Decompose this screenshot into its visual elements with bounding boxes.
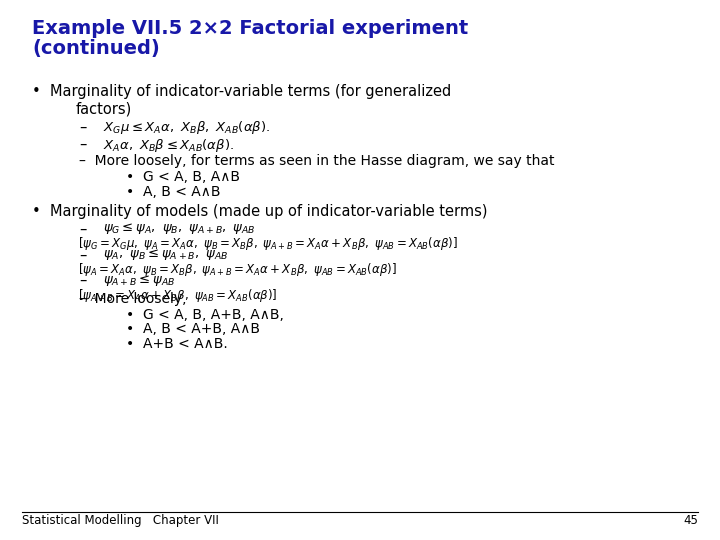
Text: Statistical Modelling   Chapter VII: Statistical Modelling Chapter VII — [22, 514, 218, 527]
Text: $\psi_A,\ \psi_B \leq \psi_{A+B},\ \psi_{AB}$: $\psi_A,\ \psi_B \leq \psi_{A+B},\ \psi_… — [103, 247, 228, 262]
Text: $X_G\mu \leq X_A\alpha,\ X_B\beta,\ X_{AB}(\alpha\beta).$: $X_G\mu \leq X_A\alpha,\ X_B\beta,\ X_{A… — [103, 119, 270, 136]
Text: •  A+B < A∧B.: • A+B < A∧B. — [126, 337, 228, 351]
Text: •  G < A, B, A∧B: • G < A, B, A∧B — [126, 170, 240, 184]
Text: –: – — [79, 137, 86, 152]
Text: –: – — [79, 221, 86, 237]
Text: •  G < A, B, A+B, A∧B,: • G < A, B, A+B, A∧B, — [126, 308, 284, 322]
Text: $[\psi_A = X_A\alpha,\ \psi_B = X_B\beta,\ \psi_{A+B} = X_A\alpha + X_B\beta,\ \: $[\psi_A = X_A\alpha,\ \psi_B = X_B\beta… — [78, 261, 397, 278]
Text: –: – — [79, 119, 86, 134]
Text: (continued): (continued) — [32, 39, 160, 58]
Text: $\psi_G \leq \psi_A,\ \psi_B,\ \psi_{A+B},\ \psi_{AB}$: $\psi_G \leq \psi_A,\ \psi_B,\ \psi_{A+B… — [103, 221, 256, 237]
Text: –  More loosely, for terms as seen in the Hasse diagram, we say that: – More loosely, for terms as seen in the… — [79, 154, 554, 168]
Text: –: – — [79, 247, 86, 262]
Text: •  A, B < A+B, A∧B: • A, B < A+B, A∧B — [126, 322, 260, 336]
Text: •  Marginality of models (made up of indicator-variable terms): • Marginality of models (made up of indi… — [32, 204, 488, 219]
Text: $X_A\alpha,\ X_B\beta \leq X_{AB}(\alpha\beta).$: $X_A\alpha,\ X_B\beta \leq X_{AB}(\alpha… — [103, 137, 234, 153]
Text: –: – — [79, 273, 86, 288]
Text: •  Marginality of indicator-variable terms (for generalized: • Marginality of indicator-variable term… — [32, 84, 451, 99]
Text: $\psi_{A+B} \leq \psi_{AB}$: $\psi_{A+B} \leq \psi_{AB}$ — [103, 273, 175, 288]
Text: •  A, B < A∧B: • A, B < A∧B — [126, 185, 220, 199]
Text: $[\psi_{A+B} = X_A\alpha + X_B\beta,\ \psi_{AB} = X_{AB}(\alpha\beta)]$: $[\psi_{A+B} = X_A\alpha + X_B\beta,\ \p… — [78, 287, 277, 303]
Text: factors): factors) — [76, 102, 132, 117]
Text: –  More loosely,: – More loosely, — [79, 292, 186, 306]
Text: Example VII.5 2×2 Factorial experiment: Example VII.5 2×2 Factorial experiment — [32, 19, 469, 38]
Text: 45: 45 — [683, 514, 698, 527]
Text: $[\psi_G = X_G\mu,\ \psi_A = X_A\alpha,\ \psi_B = X_B\beta,\ \psi_{A+B} = X_A\al: $[\psi_G = X_G\mu,\ \psi_A = X_A\alpha,\… — [78, 235, 458, 252]
